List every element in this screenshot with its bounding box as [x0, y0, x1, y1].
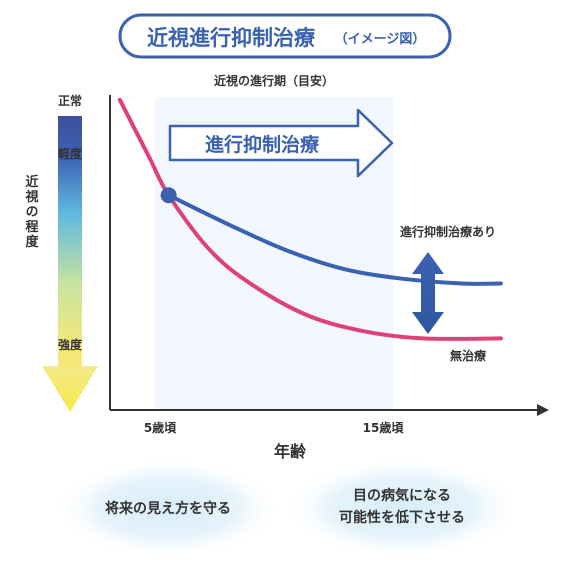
period-label: 近視の進行期（目安）	[214, 73, 334, 88]
series-label-treated: 進行抑制治療あり	[400, 224, 496, 239]
severity-arrow-neck	[58, 346, 82, 368]
x-axis-label: 年齢	[274, 442, 307, 461]
chart-title: 近視進行抑制治療	[147, 26, 316, 50]
treatment-arrow	[168, 108, 394, 178]
scale-label-normal: 正常	[58, 93, 82, 108]
difference-arrow	[412, 252, 444, 334]
start-point	[160, 187, 177, 204]
untreated-curve	[117, 97, 503, 341]
severity-arrowhead	[42, 366, 98, 412]
benefit-cloud-2	[282, 458, 522, 558]
scale-label-severe: 強度	[58, 337, 83, 352]
x-tick-15: 15歳頃	[363, 420, 405, 435]
benefit-text-2-line: 目の病気になる	[353, 487, 451, 504]
x-tick-5: 5歳頃	[144, 420, 177, 435]
benefit-cloud-1	[53, 458, 283, 558]
benefit-text-2: 目の病気になる可能性を低下させる	[339, 487, 465, 526]
benefit-text-2-line: 可能性を低下させる	[339, 509, 465, 526]
treatment-arrow-label: 進行抑制治療	[205, 133, 320, 156]
y-axis-label: 近視の程度	[23, 174, 40, 250]
benefit-text-1: 将来の見え方を守る	[105, 500, 231, 517]
chart-title-note: （イメージ図）	[335, 31, 426, 47]
title-pill	[118, 13, 452, 59]
x-axis-arrowhead	[537, 404, 549, 416]
series-label-untreated: 無治療	[450, 348, 486, 363]
severity-gradient-bar	[58, 116, 82, 348]
treated-curve	[166, 193, 503, 286]
scale-label-mild: 軽度	[58, 146, 83, 161]
